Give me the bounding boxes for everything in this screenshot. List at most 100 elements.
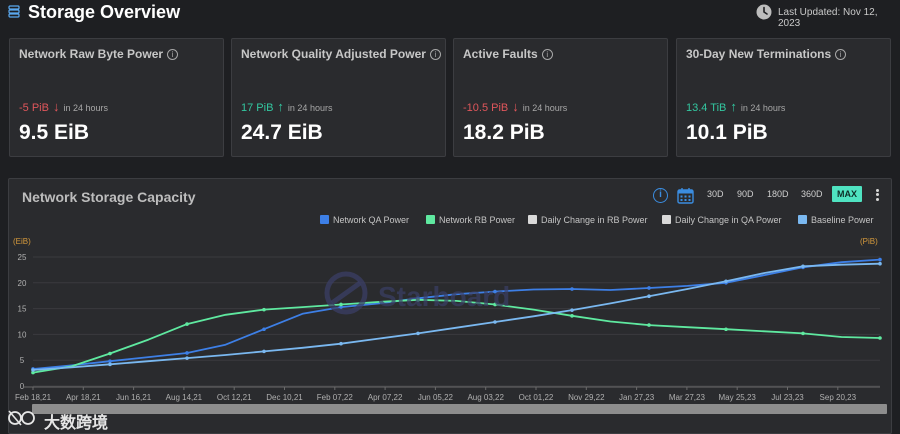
data-point: [416, 331, 420, 336]
card-title: 30-Day New Terminations: [686, 47, 832, 61]
info-icon[interactable]: i: [167, 49, 179, 60]
x-tick-label: Apr 18,21: [66, 393, 101, 402]
data-point: [108, 362, 112, 367]
data-point: [647, 323, 651, 327]
change-value: -5 PiB: [19, 102, 49, 114]
range-90d-button[interactable]: 90D: [737, 189, 754, 199]
legend-label: Daily Change in QA Power: [675, 215, 782, 225]
data-point: [801, 264, 805, 269]
change-period: in 24 hours: [740, 103, 786, 113]
legend-swatch: [662, 215, 671, 224]
page-title: Storage Overview: [28, 2, 181, 22]
panel-title: Network Storage Capacity: [22, 189, 196, 205]
legend-label: Baseline Power: [811, 215, 874, 225]
data-point: [339, 305, 343, 309]
data-point: [262, 307, 266, 312]
x-tick-label: Nov 29,22: [568, 393, 605, 402]
brand-logo: [8, 410, 35, 426]
x-tick-label: Sep 20,23: [820, 393, 857, 402]
x-tick-label: May 25,23: [719, 393, 757, 402]
card-change: 17 PiB ↑ in 24 hours: [241, 99, 332, 114]
info-icon[interactable]: i: [835, 49, 847, 60]
data-point: [878, 261, 882, 266]
info-icon[interactable]: i: [429, 49, 441, 60]
x-tick-label: Aug 03,22: [467, 393, 504, 402]
x-tick-label: Jun 16,21: [116, 393, 152, 402]
data-point: [108, 359, 112, 364]
y-tick-label: 0: [20, 382, 25, 391]
card-value: 18.2 PiB: [463, 121, 545, 144]
x-tick-label: Aug 14,21: [166, 393, 203, 402]
legend-label: Network RB Power: [439, 215, 516, 225]
legend-item-daily-qa[interactable]: Daily Change in QA Power: [662, 215, 782, 225]
arrow-down-icon: ↓: [52, 99, 60, 114]
x-tick-label: Oct 01,22: [519, 393, 554, 402]
arrow-up-icon: ↑: [277, 99, 284, 114]
y-tick-label: 15: [18, 305, 27, 314]
card-value: 9.5 EiB: [19, 121, 90, 144]
range-180d-button[interactable]: 180D: [767, 189, 789, 199]
range-30d-button[interactable]: 30D: [707, 189, 724, 199]
watermark-text: Starboard: [378, 281, 511, 312]
data-point: [31, 370, 35, 375]
legend-item-rb-power[interactable]: Network RB Power: [426, 215, 515, 225]
data-point: [416, 298, 420, 302]
data-point: [262, 327, 266, 332]
chart-scrollbar[interactable]: [32, 404, 887, 414]
change-period: in 24 hours: [63, 103, 108, 113]
data-point: [339, 302, 343, 307]
range-360d-button[interactable]: 360D: [801, 189, 823, 199]
card-title: Network Raw Byte Power: [19, 47, 164, 61]
x-tick-label: Jan 27,23: [619, 393, 655, 402]
info-icon[interactable]: i: [541, 49, 553, 60]
card-value: 10.1 PiB: [686, 121, 768, 144]
data-point: [185, 356, 189, 360]
clock-icon: [756, 4, 772, 20]
data-point: [339, 341, 343, 346]
range-max-button[interactable]: MAX: [832, 186, 862, 202]
calendar-icon[interactable]: [677, 187, 694, 204]
card-change: 13.4 TiB ↑ in 24 hours: [686, 99, 785, 114]
y-tick-label: 20: [18, 279, 27, 288]
change-value: -10.5 PiB: [463, 102, 509, 114]
change-period: in 24 hours: [522, 103, 568, 113]
data-point: [724, 279, 728, 284]
y-tick-label: 25: [18, 253, 27, 262]
data-point: [493, 302, 497, 307]
x-tick-label: Apr 07,22: [368, 393, 403, 402]
series-line-1: [32, 298, 881, 374]
legend-item-daily-rb[interactable]: Daily Change in RB Power: [528, 215, 648, 225]
legend-label: Network QA Power: [333, 215, 410, 225]
data-point: [878, 257, 882, 262]
data-point: [724, 327, 728, 332]
x-tick-label: Oct 12,21: [217, 393, 252, 402]
data-point: [185, 322, 189, 326]
data-point: [647, 294, 651, 299]
legend-item-qa-power[interactable]: Network QA Power: [320, 215, 409, 225]
brand-text: 大数跨境: [44, 415, 109, 432]
card-active-faults: Active Faults i -10.5 PiB ↓ in 24 hours 18.…: [453, 38, 668, 157]
x-tick-label: Feb 18,21: [15, 393, 52, 402]
card-raw-byte-power: Network Raw Byte Power i -5 PiB ↓ in 24 hou…: [9, 38, 224, 157]
card-change: -5 PiB ↓ in 24 hours: [19, 99, 108, 114]
data-point: [570, 314, 574, 318]
card-title: Network Quality Adjusted Power: [241, 47, 426, 61]
data-point: [108, 351, 112, 356]
storage-capacity-panel: Network Storage Capacity i 30D 90D 180D …: [8, 178, 892, 434]
chart-info-icon[interactable]: i: [653, 188, 668, 203]
legend-item-baseline[interactable]: Baseline Power: [798, 215, 874, 225]
x-tick-label: Feb 07,22: [317, 393, 354, 402]
legend-swatch: [320, 215, 329, 224]
x-tick-label: Jun 05,22: [418, 393, 454, 402]
change-period: in 24 hours: [287, 103, 333, 113]
data-point: [493, 320, 497, 324]
y-tick-label: 5: [20, 356, 25, 365]
last-updated-text: Last Updated: Nov 12, 2023: [778, 7, 878, 29]
data-point: [185, 351, 189, 355]
more-menu-icon[interactable]: [874, 187, 880, 203]
legend-label: Daily Change in RB Power: [541, 215, 648, 225]
data-point: [31, 368, 35, 372]
legend-swatch: [528, 215, 537, 224]
arrow-down-icon: ↓: [512, 99, 519, 114]
card-title: Active Faults: [463, 47, 538, 61]
